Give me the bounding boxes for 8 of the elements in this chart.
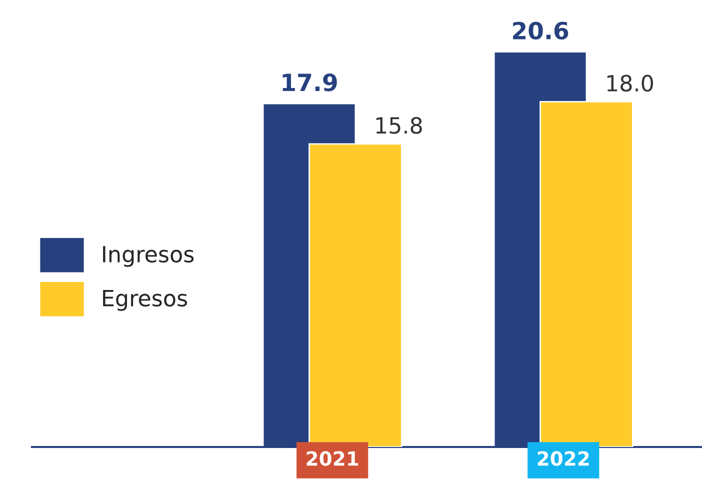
legend-label: Ingresos	[103, 246, 194, 267]
data-label: 18.0	[607, 74, 653, 92]
data-label: 15.8	[376, 117, 422, 134]
x-tick-label: 2021	[306, 451, 358, 466]
legend-label: Egresos	[103, 290, 188, 311]
data-label: 17.9	[282, 74, 337, 92]
data-label: 20.6	[513, 22, 568, 40]
x-tick-label: 2022	[538, 451, 589, 466]
